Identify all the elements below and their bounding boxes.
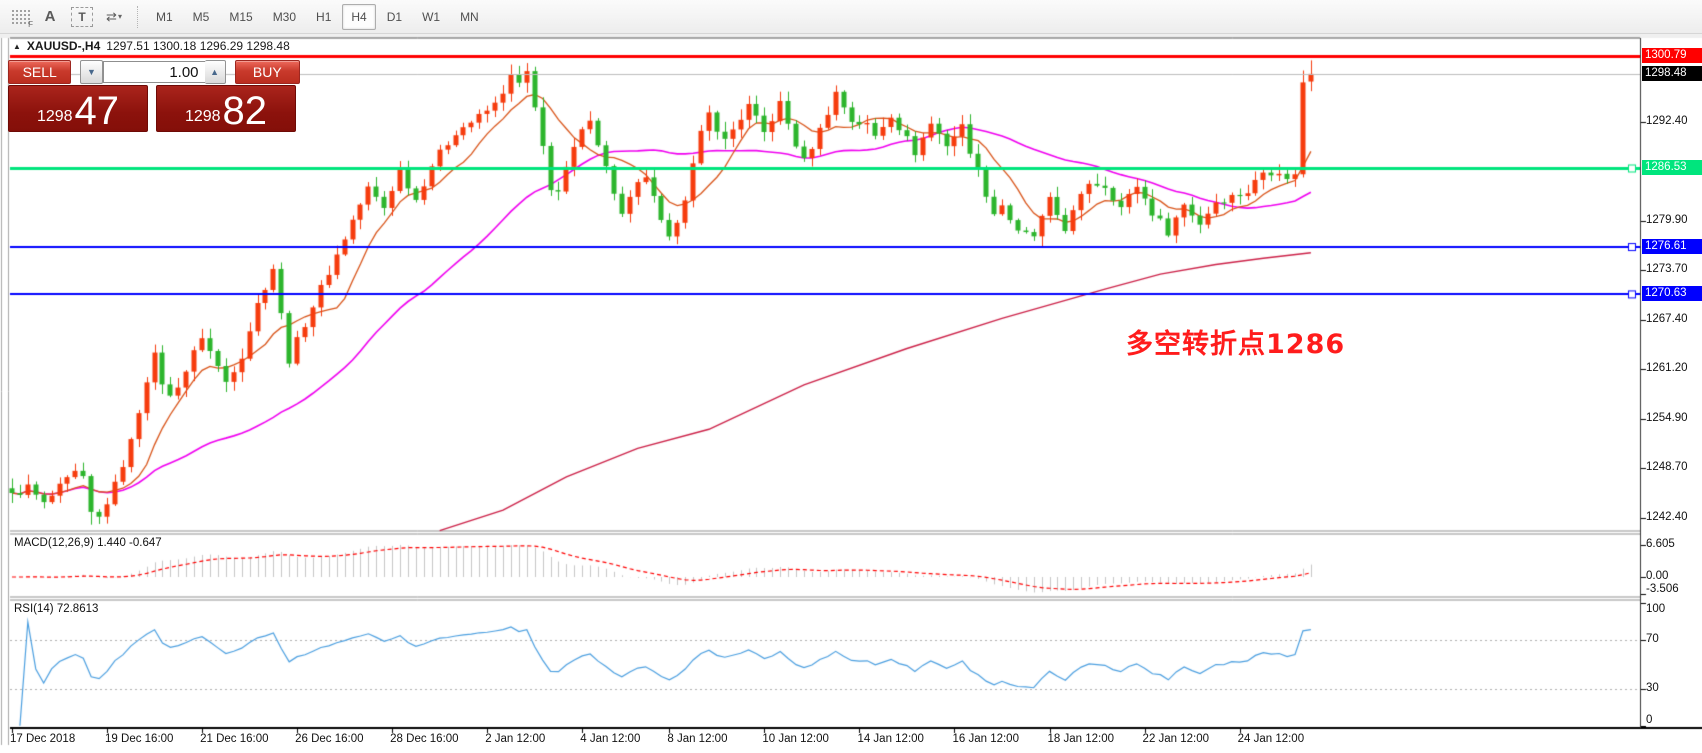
macd-axis-tick: 6.605 <box>1646 537 1675 550</box>
time-axis-label: 18 Jan 12:00 <box>1047 733 1115 745</box>
price-level-label[interactable]: 1300.79 <box>1642 47 1702 63</box>
timeframe-button-m5[interactable]: M5 <box>192 9 210 24</box>
time-axis-label: 2 Jan 12:00 <box>485 733 546 745</box>
timeframe-button-d1[interactable]: D1 <box>386 9 403 24</box>
price-level-label[interactable]: 1286.53 <box>1642 160 1702 176</box>
volume-increase-button[interactable]: ▲ <box>204 60 226 84</box>
sell-price-display: 1298 47 <box>8 85 148 132</box>
price-level-label[interactable]: 1270.63 <box>1642 286 1702 302</box>
timeframe-button-h4[interactable]: H4 <box>342 3 376 30</box>
time-axis-label: 8 Jan 12:00 <box>667 733 728 745</box>
time-axis-label: 4 Jan 12:00 <box>580 733 641 745</box>
text-tool-icon[interactable]: A <box>44 8 56 25</box>
price-axis-tick: 1254.90 <box>1646 412 1688 424</box>
timeframe-buttons: M1 M5 M15 M30 H1 H4 D1 W1 MN <box>146 3 489 30</box>
price-axis-tick: 1248.70 <box>1646 461 1688 474</box>
time-axis-label: 28 Dec 16:00 <box>390 733 459 745</box>
timeframe-button-h1[interactable]: H1 <box>316 9 332 24</box>
macd-indicator-label: MACD(12,26,9) 1.440 -0.647 <box>14 537 162 549</box>
timeframe-button-m15[interactable]: M15 <box>229 9 253 24</box>
rsi-indicator-label: RSI(14) 72.8613 <box>14 603 99 615</box>
rsi-axis-tick: 100 <box>1646 603 1666 615</box>
price-axis-tick: 1292.40 <box>1646 115 1688 127</box>
price-axis-tick: 1242.40 <box>1646 511 1688 523</box>
buy-price-big: 82 <box>222 89 268 134</box>
volume-decrease-button[interactable]: ▼ <box>80 60 103 84</box>
buy-price-small: 1298 <box>184 108 221 125</box>
price-level-label[interactable]: 1276.61 <box>1642 239 1702 255</box>
buy-price-display: 1298 82 <box>156 85 296 132</box>
timeframe-button-w1[interactable]: W1 <box>422 9 441 24</box>
grid-f-icon[interactable]: F <box>2 4 33 30</box>
macd-axis-tick: -3.506 <box>1646 583 1679 595</box>
symbol-name: XAUUSD-,H4 <box>26 39 101 53</box>
time-axis-label: 22 Jan 12:00 <box>1142 733 1210 745</box>
timeframe-button-mn[interactable]: MN <box>460 9 479 24</box>
time-axis-label: 24 Jan 12:00 <box>1237 733 1305 745</box>
time-axis-label: 19 Dec 16:00 <box>105 733 174 745</box>
toolbar: F A T ⇄ ▾ M1 M5 M15 M30 H1 H4 D1 W1 MN <box>0 0 1702 34</box>
macd-axis-tick: 0.00 <box>1646 570 1669 582</box>
time-axis-label: 16 Jan 12:00 <box>952 733 1019 745</box>
buy-button[interactable]: BUY <box>234 60 300 84</box>
time-axis-label: 10 Jan 12:00 <box>762 733 829 745</box>
time-axis-label: 26 Dec 16:00 <box>295 733 364 745</box>
label-tool-icon[interactable]: T <box>68 4 96 30</box>
timeframe-button-m1[interactable]: M1 <box>156 9 173 24</box>
price-axis-tick: 1261.20 <box>1646 362 1688 375</box>
rsi-axis-tick: 0 <box>1646 714 1653 726</box>
price-axis-tick: 1279.90 <box>1646 214 1688 226</box>
time-axis-label: 14 Jan 12:00 <box>857 733 924 745</box>
sell-price-big: 47 <box>74 89 120 134</box>
price-level-label[interactable]: 1298.48 <box>1642 65 1702 81</box>
rsi-axis-tick: 70 <box>1646 632 1659 645</box>
collapse-arrow-icon[interactable]: ▲ <box>13 41 21 51</box>
chart-text-annotation[interactable]: 多空转折点1286 <box>1126 329 1346 360</box>
price-axis-tick: 1267.40 <box>1646 313 1688 325</box>
cursor-mode-icon[interactable]: ⇄ ▾ <box>106 8 122 24</box>
ohlc-values: 1297.51 1300.18 1296.29 1298.48 <box>106 39 290 53</box>
timeframe-button-m30[interactable]: M30 <box>272 9 297 24</box>
time-axis-label: 17 Dec 2018 <box>10 733 76 745</box>
price-axis-tick: 1273.70 <box>1646 263 1688 276</box>
chart-ohlc-header: ▲ XAUUSD-,H4 1297.51 1300.18 1296.29 129… <box>13 39 290 53</box>
one-click-trading-panel: SELL ▼ ▲ BUY 1298 47 1298 82 <box>8 60 300 132</box>
chevron-down-icon: ▾ <box>117 12 122 21</box>
toolbar-separator <box>137 5 139 28</box>
rsi-axis-tick: 30 <box>1646 681 1659 694</box>
sell-button[interactable]: SELL <box>8 60 72 84</box>
time-axis-label: 21 Dec 16:00 <box>200 733 269 745</box>
sell-price-small: 1298 <box>36 108 73 125</box>
volume-input[interactable] <box>102 61 205 83</box>
